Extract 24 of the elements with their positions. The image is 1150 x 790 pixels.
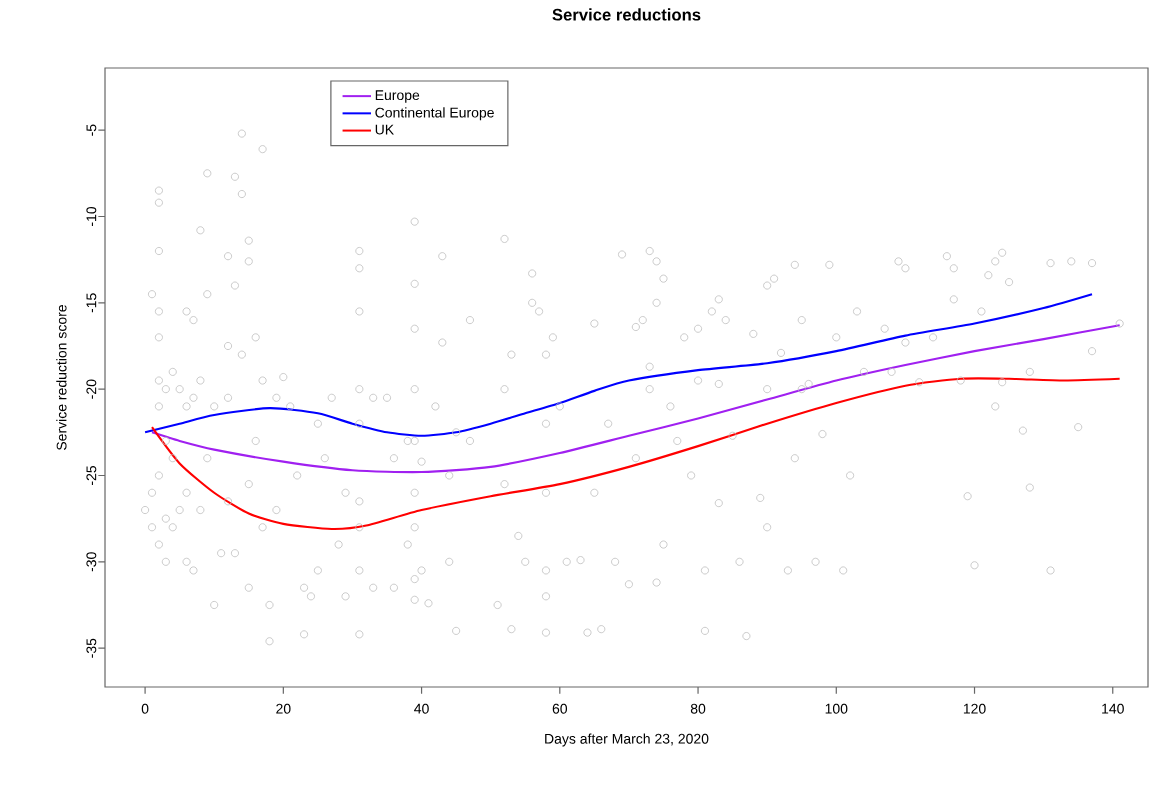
y-tick-label: -30 <box>86 552 97 572</box>
y-tick-label: -10 <box>86 206 97 226</box>
x-tick-label: 80 <box>690 703 706 714</box>
x-tick-label: 140 <box>1102 703 1124 714</box>
y-tick-label: -20 <box>86 379 97 399</box>
x-tick-label: 60 <box>552 703 568 714</box>
x-axis-title: Days after March 23, 2020 <box>545 733 709 747</box>
legend-label: UK <box>375 124 394 135</box>
x-tick-label: 20 <box>276 703 291 714</box>
line-series <box>150 377 1121 531</box>
line-series <box>150 324 1121 474</box>
y-tick-label: -25 <box>86 465 97 485</box>
x-tick-label: 120 <box>963 703 986 714</box>
x-tick-label: 40 <box>414 703 429 714</box>
legend-label: Continental Europe <box>375 107 494 121</box>
line-series <box>144 293 1094 437</box>
x-tick-label: 0 <box>141 703 149 714</box>
y-tick-label: -5 <box>86 124 97 136</box>
chart-title: Service reductions <box>552 8 701 21</box>
y-tick-label: -15 <box>86 293 97 313</box>
x-tick-label: 100 <box>825 703 848 714</box>
y-tick-label: -35 <box>86 638 97 658</box>
y-axis-title: Service reduction score <box>56 305 67 451</box>
legend-label: Europe <box>375 90 420 103</box>
